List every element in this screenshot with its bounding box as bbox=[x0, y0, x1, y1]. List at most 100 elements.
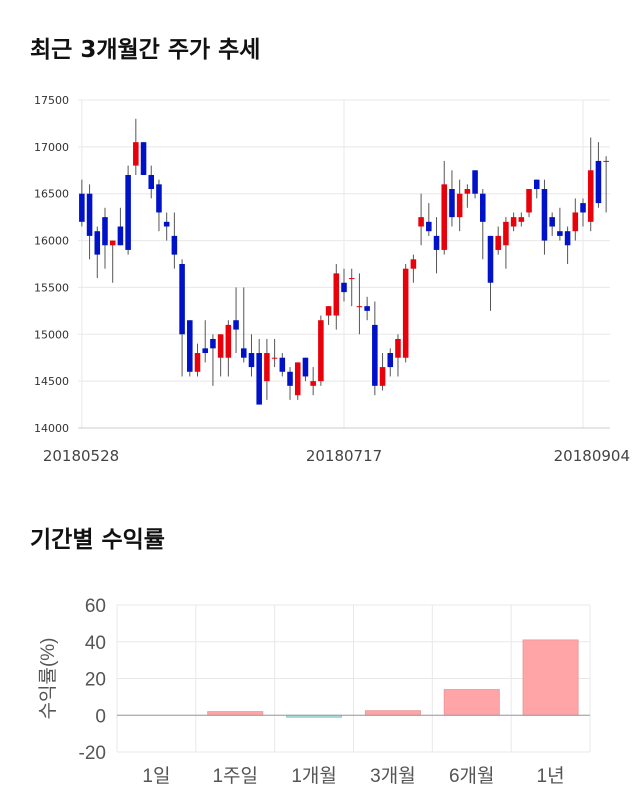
return-bar bbox=[443, 689, 500, 716]
candle-down bbox=[372, 324, 378, 386]
x-tick-label: 1개월 bbox=[291, 765, 337, 787]
y-tick-label: 16500 bbox=[34, 188, 69, 201]
y-tick-label: 15000 bbox=[34, 328, 69, 341]
candle-down bbox=[541, 189, 548, 241]
candle-down bbox=[233, 320, 239, 330]
candle-down bbox=[387, 353, 394, 368]
candle-up bbox=[526, 189, 532, 213]
candle-up bbox=[518, 217, 525, 222]
candle-up bbox=[264, 353, 270, 382]
candle-up bbox=[348, 278, 355, 280]
x-tick-label: 1주일 bbox=[212, 765, 258, 787]
y-tick-label: 0 bbox=[95, 706, 106, 727]
candle-down bbox=[580, 203, 586, 213]
candle-up bbox=[109, 240, 116, 246]
candle-down bbox=[202, 348, 208, 354]
candle-down bbox=[557, 231, 563, 236]
candle-down bbox=[240, 348, 247, 358]
candle-up bbox=[456, 193, 463, 218]
candle-down bbox=[210, 338, 216, 349]
y-tick-label: 40 bbox=[85, 633, 106, 654]
y-tick-label: 14000 bbox=[34, 422, 69, 435]
candle-up bbox=[410, 259, 417, 269]
candle-up bbox=[402, 268, 409, 358]
x-tick-label: 3개월 bbox=[370, 765, 416, 787]
candle-up bbox=[333, 273, 340, 316]
candle-down bbox=[86, 193, 93, 236]
candle-down bbox=[156, 184, 162, 213]
candle-down bbox=[179, 264, 185, 335]
candle-up bbox=[356, 306, 363, 308]
return-bar bbox=[207, 711, 264, 716]
candle-up bbox=[294, 362, 301, 396]
candle-down bbox=[117, 226, 124, 246]
candle-up bbox=[510, 217, 517, 227]
y-tick-label: -20 bbox=[79, 743, 106, 764]
candle-down bbox=[595, 160, 602, 204]
y-tick-label: 17000 bbox=[34, 141, 69, 154]
y-tick-label: 15500 bbox=[34, 281, 69, 294]
candle-down bbox=[564, 231, 571, 246]
price-chart-title: 최근 3개월간 주가 추세 bbox=[30, 37, 261, 63]
candle-down bbox=[94, 231, 101, 255]
candle-up bbox=[587, 170, 594, 222]
candle-down bbox=[102, 217, 108, 246]
x-tick-label: 1일 bbox=[142, 765, 170, 787]
candle-up bbox=[217, 334, 224, 358]
candle-up bbox=[133, 142, 139, 166]
candle-down bbox=[79, 193, 85, 222]
candle-down bbox=[287, 371, 293, 386]
candle-down bbox=[163, 221, 170, 227]
candle-up bbox=[418, 217, 424, 227]
candle-down bbox=[480, 193, 486, 222]
y-tick-label: 16000 bbox=[34, 235, 69, 248]
candle-down bbox=[256, 353, 262, 405]
candle-up bbox=[225, 324, 232, 358]
x-tick-label: 1년 bbox=[537, 765, 565, 787]
candle-down bbox=[187, 320, 193, 372]
candle-up bbox=[310, 381, 316, 386]
candle-up bbox=[441, 184, 448, 250]
candle-down bbox=[171, 235, 178, 255]
candle-up bbox=[271, 357, 278, 359]
candle-up bbox=[503, 221, 509, 246]
y-tick-label: 17500 bbox=[34, 94, 69, 107]
candle-up bbox=[603, 160, 609, 162]
candle-down bbox=[433, 235, 440, 250]
y-axis-label: 수익률(%) bbox=[37, 638, 59, 720]
candle-down bbox=[364, 306, 370, 311]
candle-down bbox=[125, 174, 131, 250]
candle-down bbox=[279, 357, 286, 372]
candle-down bbox=[140, 142, 147, 175]
y-tick-label: 60 bbox=[85, 596, 106, 617]
candle-down bbox=[426, 221, 432, 232]
candle-down bbox=[449, 189, 455, 218]
candle-down bbox=[148, 174, 155, 190]
candle-down bbox=[472, 170, 478, 194]
candle-up bbox=[194, 353, 201, 372]
return-bar bbox=[522, 639, 579, 716]
candle-up bbox=[464, 189, 471, 194]
x-tick-label: 6개월 bbox=[449, 765, 495, 787]
x-tick-label: 20180904 bbox=[554, 447, 630, 465]
return-bar bbox=[364, 710, 421, 716]
x-tick-label: 20180528 bbox=[43, 447, 119, 465]
price-chart: 14000 14500 15000 15500 16000 16500 17000 17500… bbox=[34, 94, 630, 465]
candle-up bbox=[495, 235, 501, 250]
candle-down bbox=[248, 353, 255, 368]
candle-up bbox=[379, 367, 386, 386]
candle-up bbox=[572, 212, 579, 232]
candle-up bbox=[395, 338, 401, 358]
returns-chart-title: 기간별 수익률 bbox=[30, 527, 165, 553]
candle-down bbox=[487, 235, 494, 283]
x-tick-label: 20180717 bbox=[306, 447, 382, 465]
candle-up bbox=[318, 320, 324, 382]
candle-up bbox=[325, 306, 332, 316]
candle-down bbox=[341, 282, 347, 293]
y-tick-label: 14500 bbox=[34, 375, 69, 388]
candle-down bbox=[302, 357, 309, 377]
candle-down bbox=[549, 217, 555, 227]
candle-down bbox=[533, 179, 540, 190]
y-tick-label: 20 bbox=[85, 670, 106, 691]
